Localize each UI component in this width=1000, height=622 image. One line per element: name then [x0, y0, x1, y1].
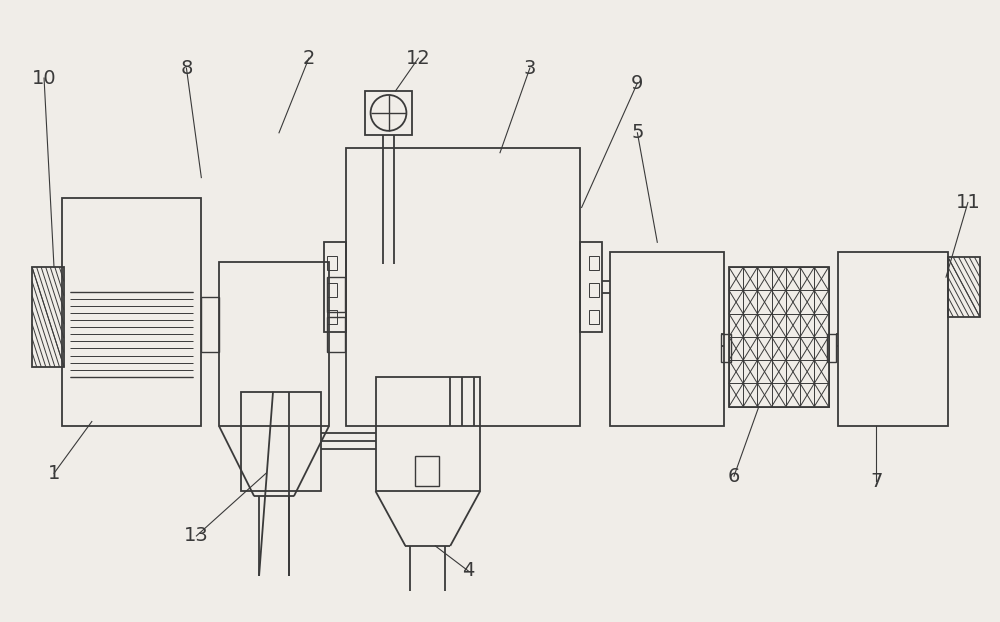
Text: 13: 13 — [184, 526, 209, 545]
Text: 1: 1 — [48, 464, 60, 483]
Bar — [62, 198, 201, 427]
Bar — [580, 243, 602, 332]
Text: 3: 3 — [524, 58, 536, 78]
Bar — [324, 243, 346, 332]
Bar — [415, 457, 439, 486]
Text: 9: 9 — [631, 73, 644, 93]
Bar — [346, 148, 580, 427]
Text: 4: 4 — [462, 561, 474, 580]
Bar — [589, 283, 599, 297]
Text: 10: 10 — [32, 68, 56, 88]
Bar — [838, 253, 948, 427]
Text: 5: 5 — [631, 123, 644, 142]
Bar — [32, 267, 64, 367]
Text: 12: 12 — [406, 49, 431, 68]
Text: 7: 7 — [870, 471, 882, 491]
Bar — [201, 297, 219, 352]
Bar — [589, 310, 599, 324]
Bar — [219, 262, 329, 427]
Text: 8: 8 — [180, 58, 193, 78]
Bar — [948, 258, 980, 317]
Bar — [827, 334, 836, 362]
Bar — [327, 283, 337, 297]
Bar — [327, 317, 345, 352]
Bar — [729, 267, 829, 407]
Bar — [610, 253, 724, 427]
Text: 6: 6 — [728, 466, 740, 486]
Bar — [589, 256, 599, 270]
Bar — [327, 256, 337, 270]
Bar — [721, 334, 731, 362]
Bar — [376, 377, 480, 491]
Bar — [365, 91, 412, 135]
Text: 11: 11 — [956, 193, 980, 212]
Bar — [327, 310, 337, 324]
Text: 2: 2 — [303, 49, 315, 68]
Bar — [327, 277, 345, 312]
Bar — [241, 392, 321, 491]
